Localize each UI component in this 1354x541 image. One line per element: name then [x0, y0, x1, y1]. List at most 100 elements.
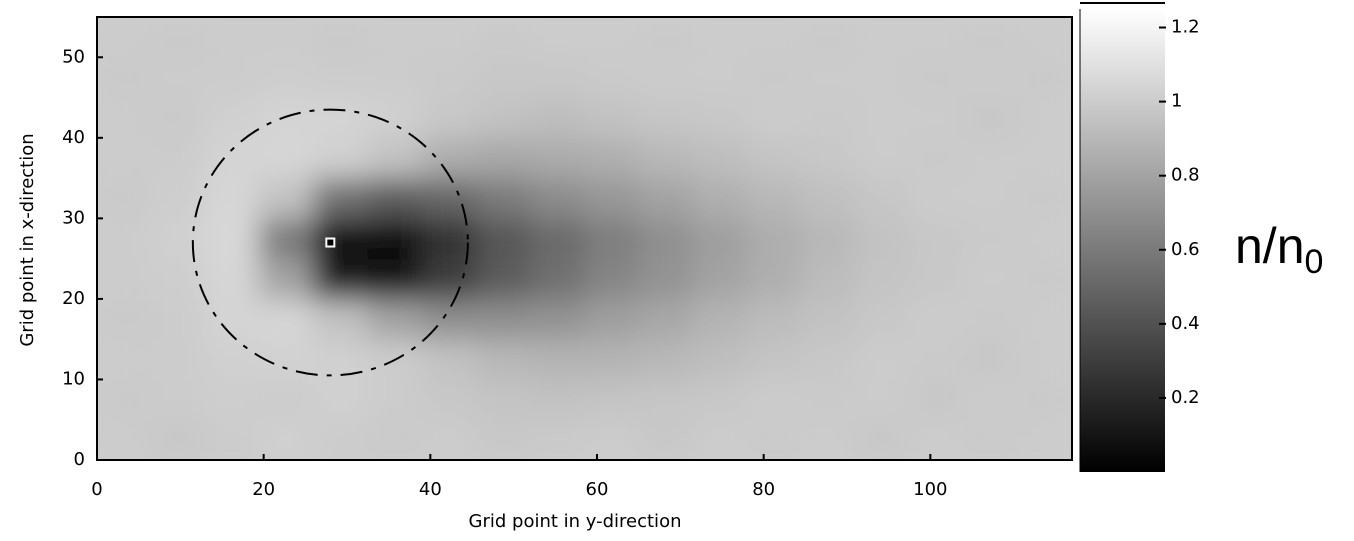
heatmap-cell — [421, 338, 477, 380]
heatmap-cell — [529, 258, 585, 300]
heatmap-cell — [97, 419, 152, 460]
heatmap-cell — [638, 338, 694, 380]
heatmap-cell — [584, 258, 640, 300]
heatmap-cell — [97, 378, 152, 421]
heatmap-cell — [204, 17, 260, 58]
heatmap-cell — [692, 217, 748, 260]
heatmap-cell — [746, 56, 802, 99]
heatmap-cell — [909, 378, 965, 421]
heatmap-cell — [854, 97, 910, 139]
heatmap-cell — [638, 97, 694, 139]
heatmap-cell — [963, 97, 1019, 139]
heatmap-cell — [746, 258, 802, 300]
heatmap-cell — [638, 137, 694, 179]
heatmap-cell — [529, 419, 585, 460]
heatmap-cell — [150, 217, 206, 260]
heatmap-cell — [367, 137, 423, 179]
heatmap-cell — [746, 419, 802, 460]
heatmap-cell — [313, 217, 369, 260]
heatmap-cell — [692, 137, 748, 179]
heatmap-cell — [529, 217, 585, 260]
heatmap-cell — [692, 338, 748, 380]
heatmap-cell — [963, 17, 1019, 58]
y-tick-label: 30 — [62, 207, 85, 228]
heatmap-cell — [1017, 419, 1072, 460]
heatmap-cell — [204, 217, 260, 260]
heatmap-cell — [313, 17, 369, 58]
heatmap-cell — [475, 419, 531, 460]
heatmap-cell — [692, 419, 748, 460]
heatmap-cell — [204, 298, 260, 340]
heatmap-cell — [204, 378, 260, 421]
heatmap-cell — [97, 258, 152, 300]
heatmap-cell — [909, 338, 965, 380]
heatmap — [97, 17, 1072, 460]
heatmap-cell — [1017, 298, 1072, 340]
heatmap-cell — [584, 177, 640, 219]
heatmap-cell — [97, 338, 152, 380]
heatmap-cell — [97, 298, 152, 340]
heatmap-cell — [421, 258, 477, 300]
heatmap-cell — [638, 419, 694, 460]
colorbar-label-subscript: 0 — [1305, 243, 1324, 281]
heatmap-cell — [746, 338, 802, 380]
heatmap-cell — [854, 258, 910, 300]
heatmap-cell — [584, 56, 640, 99]
heatmap-cell — [746, 17, 802, 58]
heatmap-cell — [692, 97, 748, 139]
heatmap-cell — [1017, 56, 1072, 99]
heatmap-cell — [800, 298, 856, 340]
heatmap-cell — [909, 177, 965, 219]
heatmap-cell — [584, 419, 640, 460]
heatmap-cell — [584, 378, 640, 421]
heatmap-cell — [800, 258, 856, 300]
heatmap-cell — [475, 338, 531, 380]
heatmap-cell — [367, 419, 423, 460]
heatmap-cell — [313, 419, 369, 460]
colorbar — [1080, 9, 1165, 472]
heatmap-cell — [692, 56, 748, 99]
heatmap-cell — [1017, 17, 1072, 58]
heatmap-cell — [259, 258, 315, 300]
heatmap-cell — [692, 378, 748, 421]
heatmap-cell — [963, 419, 1019, 460]
heatmap-cell — [97, 177, 152, 219]
heatmap-cell — [638, 177, 694, 219]
plot-frame — [96, 16, 1073, 461]
heatmap-cell — [259, 56, 315, 99]
heatmap-cell — [1017, 97, 1072, 139]
heatmap-cell — [421, 97, 477, 139]
heatmap-cell — [854, 56, 910, 99]
heatmap-cell — [1017, 177, 1072, 219]
heatmap-cell — [800, 17, 856, 58]
heatmap-cell — [800, 97, 856, 139]
heatmap-cell — [313, 56, 369, 99]
heatmap-cell — [204, 97, 260, 139]
heatmap-cell — [150, 17, 206, 58]
heatmap-cell — [909, 56, 965, 99]
heatmap-cell — [367, 56, 423, 99]
heatmap-cell — [259, 177, 315, 219]
heatmap-cell — [963, 56, 1019, 99]
heatmap-cell — [638, 298, 694, 340]
heatmap-cell — [854, 137, 910, 179]
heatmap-cell — [854, 419, 910, 460]
heatmap-cell — [367, 17, 423, 58]
colorbar-tick-label: 0.6 — [1171, 239, 1200, 260]
x-tick-label: 0 — [91, 479, 102, 500]
x-tick-label: 80 — [752, 479, 775, 500]
heatmap-cell — [421, 17, 477, 58]
heatmap-cell — [800, 137, 856, 179]
heatmap-cell — [800, 419, 856, 460]
heatmap-cell — [1017, 258, 1072, 300]
heatmap-cell — [584, 17, 640, 58]
heatmap-cell — [529, 56, 585, 99]
y-tick-label: 10 — [62, 368, 85, 389]
heatmap-cell — [421, 378, 477, 421]
heatmap-cell — [854, 338, 910, 380]
heatmap-cell — [854, 217, 910, 260]
heatmap-cell — [1017, 378, 1072, 421]
heatmap-cell — [97, 137, 152, 179]
y-tick-label: 0 — [74, 449, 85, 470]
heatmap-cell — [638, 378, 694, 421]
